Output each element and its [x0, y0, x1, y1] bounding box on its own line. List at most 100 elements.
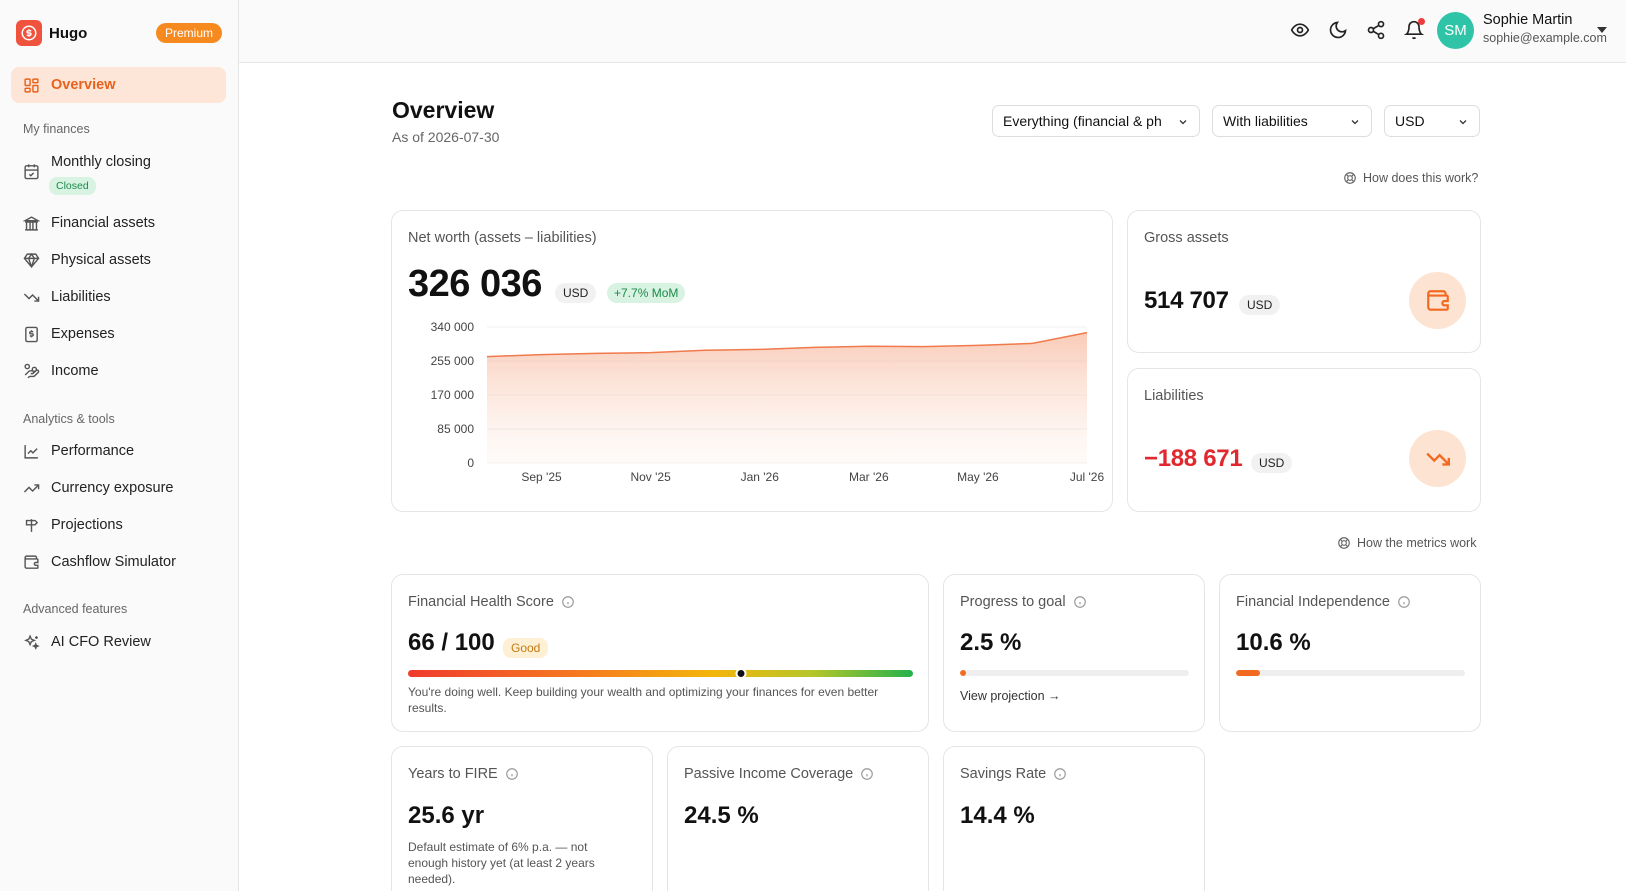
info-icon[interactable] — [1073, 595, 1087, 609]
liabilities-card: Liabilities −188 671 USD — [1127, 368, 1481, 512]
bell-icon[interactable] — [1404, 18, 1425, 40]
card-label-text: Financial Health Score — [408, 594, 554, 610]
y-tick-label: 255 000 — [431, 354, 475, 368]
years-to-fire-card: Years to FIRE 25.6 yr Default estimate o… — [391, 746, 653, 891]
card-label: Financial Independence — [1236, 594, 1411, 610]
area-fill — [487, 332, 1087, 463]
sidebar-item-label: Cashflow Simulator — [51, 554, 176, 570]
sidebar-item-financial-assets[interactable]: Financial assets — [11, 205, 226, 241]
series-line — [486, 331, 1088, 358]
how-the-metrics-work-link[interactable]: How the metrics work — [1337, 536, 1476, 550]
card-label: Net worth (assets – liabilities) — [408, 230, 597, 246]
user-email: sophie@example.com — [1483, 31, 1607, 45]
view-projection-link[interactable]: View projection → — [960, 689, 1061, 703]
liabilities-value: −188 671 — [1144, 445, 1243, 472]
top-bar — [239, 0, 1626, 63]
logo-icon — [16, 20, 42, 46]
y-tick-label: 0 — [467, 456, 474, 470]
card-label: Financial Health Score — [408, 594, 575, 610]
health-score-card: Financial Health Score 66 / 100 Good You… — [391, 574, 929, 732]
sidebar-item-label: Performance — [51, 443, 135, 459]
sidebar-item-label: Liabilities — [51, 289, 111, 305]
moon-icon[interactable] — [1328, 20, 1348, 40]
savings-rate-card: Savings Rate 14.4 % — [943, 746, 1205, 891]
y-tick-label: 340 000 — [431, 320, 475, 334]
score-marker — [735, 667, 747, 679]
card-label-text: Progress to goal — [960, 594, 1066, 610]
change-badge: +7.7% MoM — [607, 283, 686, 303]
avatar[interactable]: SM — [1437, 12, 1474, 49]
sparkles-icon — [24, 633, 40, 650]
currency-select[interactable]: USD — [1384, 105, 1480, 137]
years-to-fire-description: Default estimate of 6% p.a. — not enough… — [408, 840, 595, 886]
health-description: You're doing well. Keep building your we… — [408, 685, 879, 715]
info-icon[interactable] — [505, 767, 519, 781]
x-tick-label: Sep '25 — [521, 470, 562, 484]
sidebar-item-label: Monthly closing — [51, 154, 151, 170]
currency-badge: USD — [1239, 295, 1281, 315]
x-tick-label: Jul '26 — [1070, 470, 1105, 484]
scope-select-value: Everything (financial & ph — [1003, 113, 1162, 129]
trending-down-icon — [23, 292, 40, 302]
user-name[interactable]: Sophie Martin — [1483, 12, 1573, 28]
currency-select-value: USD — [1395, 113, 1425, 129]
sidebar-item-overview[interactable]: Overview — [11, 67, 226, 103]
card-label-text: Savings Rate — [960, 766, 1047, 782]
sidebar-item-label: Overview — [51, 77, 116, 93]
info-icon[interactable] — [860, 767, 874, 781]
info-icon[interactable] — [1053, 767, 1067, 781]
line-chart-icon — [24, 444, 38, 459]
gem-icon — [23, 252, 40, 268]
sidebar-item-performance[interactable]: Performance — [11, 433, 226, 469]
progress-goal-value: 2.5 % — [960, 629, 1022, 656]
net-worth-card: Net worth (assets – liabilities) 326 036… — [391, 210, 1113, 512]
sidebar-item-expenses[interactable]: Expenses — [11, 316, 226, 352]
help-link-label: How does this work? — [1363, 171, 1479, 185]
premium-badge[interactable]: Premium — [155, 23, 222, 43]
bank-icon — [23, 215, 40, 231]
lifebuoy-icon — [1344, 172, 1356, 184]
card-label-text: Years to FIRE — [408, 766, 498, 782]
card-label: Progress to goal — [960, 594, 1087, 610]
how-does-this-work-link[interactable]: How does this work? — [1343, 171, 1478, 185]
sidebar-item-currency-exposure[interactable]: Currency exposure — [11, 470, 226, 506]
progress-goal-bar — [960, 670, 1189, 676]
currency-badge: USD — [1251, 453, 1293, 473]
caret-down-icon[interactable] — [1596, 24, 1608, 36]
sidebar-item-ai-cfo-review[interactable]: AI CFO Review — [11, 624, 226, 660]
sidebar-item-income[interactable]: Income — [11, 353, 226, 389]
trending-down-icon — [1409, 430, 1466, 487]
share-icon[interactable] — [1366, 20, 1386, 40]
gross-assets-card: Gross assets 514 707 USD — [1127, 210, 1481, 353]
info-icon[interactable] — [1397, 595, 1411, 609]
net-worth-chart: 0 85 000 170 000 255 000 340 000 Sep '25 Nov '… — [431, 320, 1105, 484]
card-label: Years to FIRE — [408, 766, 519, 782]
brand[interactable]: Hugo Premium — [16, 20, 222, 46]
sidebar-item-liabilities[interactable]: Liabilities — [11, 279, 226, 315]
passive-income-card: Passive Income Coverage 24.5 % — [667, 746, 929, 891]
card-label: Gross assets — [1144, 230, 1229, 246]
x-tick-label: May '26 — [957, 470, 999, 484]
signpost-icon — [25, 518, 39, 532]
card-label: Liabilities — [1144, 388, 1204, 404]
scope-select[interactable]: Everything (financial & ph — [992, 105, 1200, 137]
status-badge: Closed — [49, 177, 96, 195]
sidebar-item-monthly-closing[interactable]: Monthly closing — [11, 144, 226, 180]
card-label-text: Passive Income Coverage — [684, 766, 854, 782]
eye-icon[interactable] — [1290, 20, 1310, 40]
page-title: Overview — [392, 97, 495, 123]
chevron-down-icon — [1457, 116, 1469, 128]
info-icon[interactable] — [561, 595, 575, 609]
sidebar-item-cashflow-simulator[interactable]: Cashflow Simulator — [11, 544, 226, 580]
liabilities-select[interactable]: With liabilities — [1212, 105, 1372, 137]
liabilities-select-value: With liabilities — [1223, 113, 1308, 129]
sidebar-item-label: Projections — [51, 517, 123, 533]
wallet-icon — [1409, 272, 1466, 329]
financial-independence-value: 10.6 % — [1236, 629, 1311, 656]
section-label-my-finances: My finances — [23, 122, 90, 136]
y-tick-label: 170 000 — [431, 388, 475, 402]
sidebar-item-projections[interactable]: Projections — [11, 507, 226, 543]
card-label: Passive Income Coverage — [684, 766, 874, 782]
sidebar-item-physical-assets[interactable]: Physical assets — [11, 242, 226, 278]
health-score-bar — [408, 667, 913, 679]
